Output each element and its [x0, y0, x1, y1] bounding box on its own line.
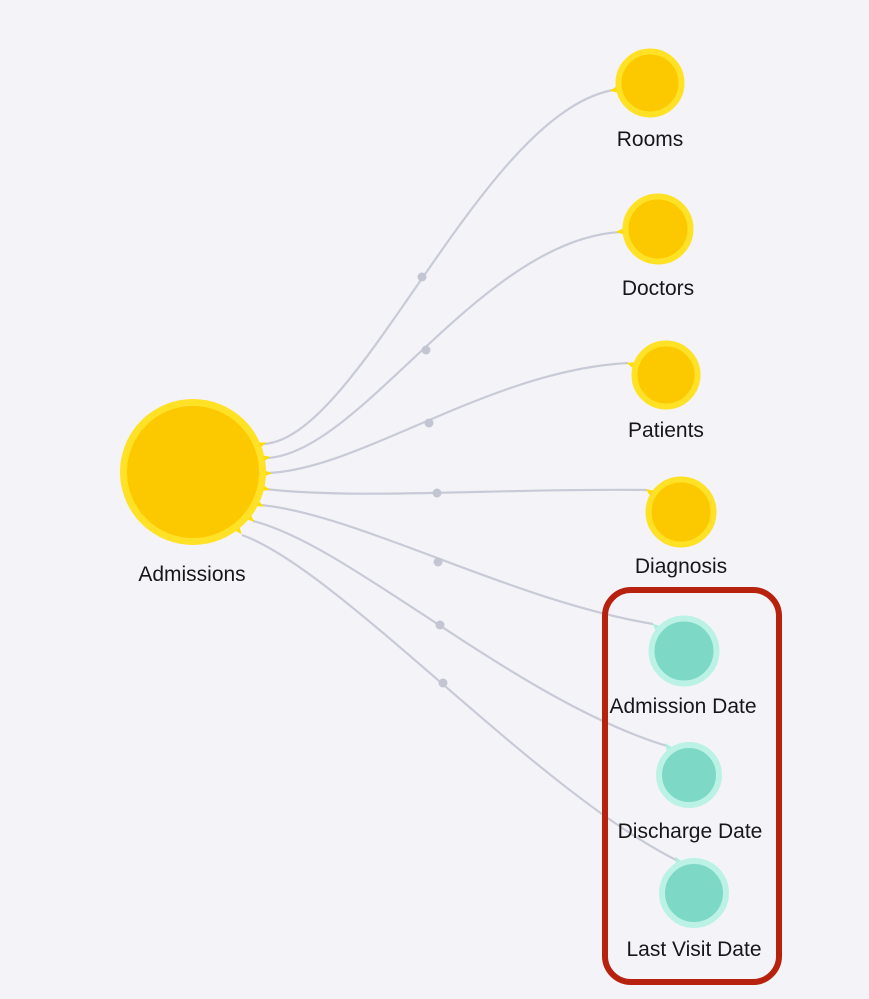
- node-label-last-visit-date: Last Visit Date: [626, 938, 761, 961]
- node-patients[interactable]: [631, 340, 701, 410]
- node-label-admission-date: Admission Date: [609, 695, 756, 718]
- node-discharge-date[interactable]: [656, 742, 722, 808]
- node-label-admissions: Admissions: [138, 563, 245, 586]
- node-admission-date[interactable]: [648, 615, 720, 687]
- edge-midpoint-dot: [424, 418, 434, 428]
- node-label-discharge-date: Discharge Date: [618, 820, 763, 843]
- label-layer: Admissions Rooms Doctors Patients Diagno…: [138, 128, 762, 961]
- node-label-diagnosis: Diagnosis: [635, 555, 727, 578]
- node-label-patients: Patients: [628, 419, 704, 442]
- edge-midpoint-dot: [417, 272, 427, 282]
- node-label-doctors: Doctors: [622, 277, 694, 300]
- node-layer: [120, 48, 729, 928]
- edge-midpoint-dot: [432, 488, 442, 498]
- edge-midpoint-dot: [438, 678, 448, 688]
- node-diagnosis[interactable]: [645, 476, 717, 548]
- node-label-rooms: Rooms: [617, 128, 684, 151]
- node-last-visit-date[interactable]: [659, 858, 729, 928]
- node-doctors[interactable]: [622, 193, 694, 265]
- edge-midpoint-dot: [421, 345, 431, 355]
- edge-midpoint-dot: [433, 557, 443, 567]
- edge-midpoint-dot: [435, 620, 445, 630]
- node-admissions[interactable]: [120, 399, 266, 545]
- highlight-box[interactable]: [602, 587, 782, 985]
- node-rooms[interactable]: [615, 48, 685, 118]
